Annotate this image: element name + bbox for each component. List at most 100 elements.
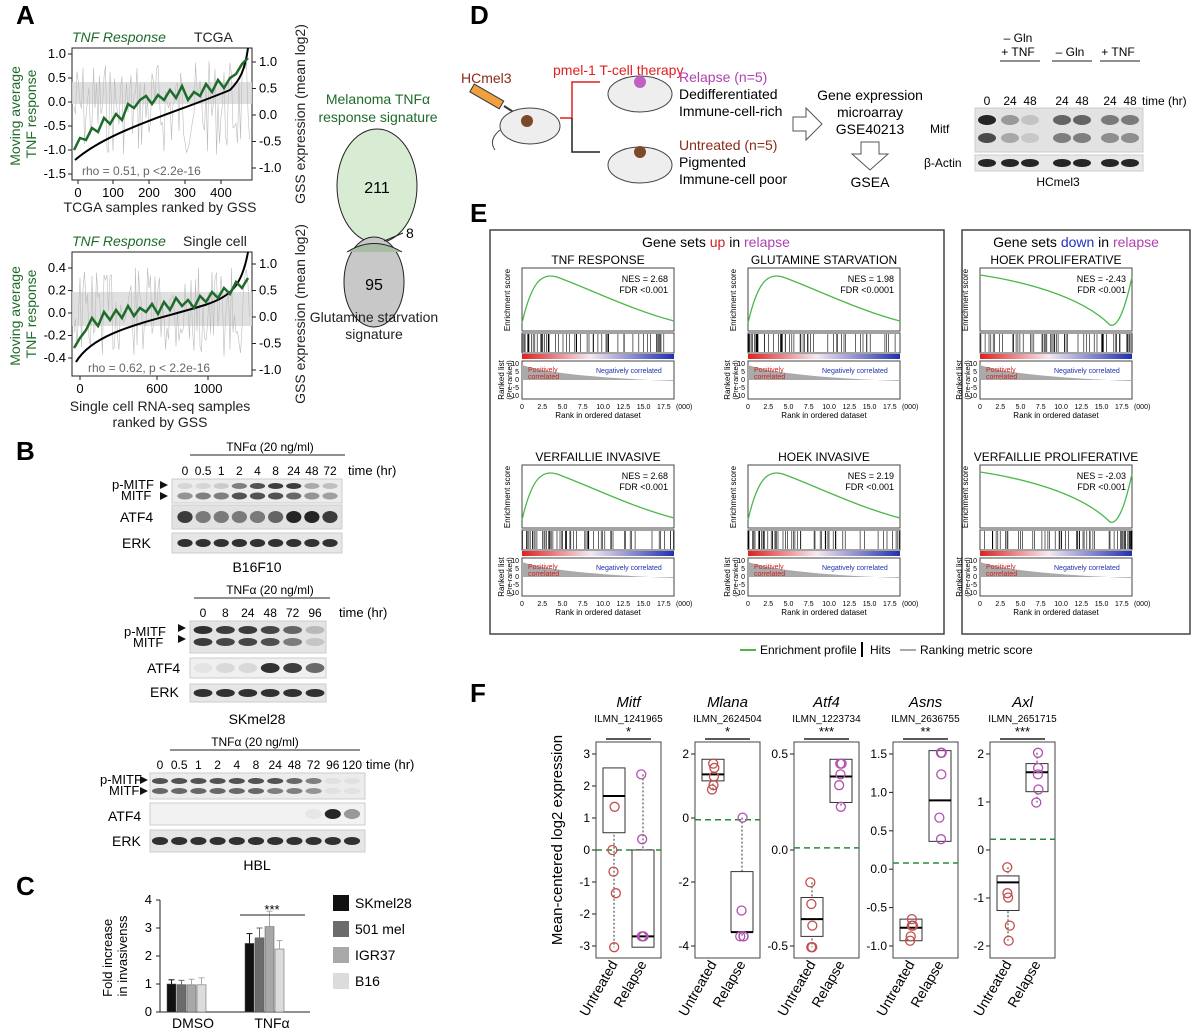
rank-color-bar [522,354,674,359]
blot-band [232,511,247,523]
blot-band [196,511,211,523]
x-tick: 10.0 [822,404,836,411]
x-tick: 12.5 [1075,601,1089,608]
panel-label-f: F [470,678,486,708]
fdr-label: FDR <0.001 [1077,285,1126,295]
boxplot-atf4: Atf4ILMN_1223734***0.50.0-0.5UntreatedRe… [767,694,861,1019]
tick-label: -0.5 [767,939,788,953]
d-gene-expr-1: Gene expression [817,87,923,103]
blot-band [210,837,226,845]
tick-label: 0.5 [259,81,277,96]
b2-treatment: TNFα (20 ng/ml) [226,583,314,597]
d-blot-g1-b: + TNF [1001,45,1034,59]
tick-label: 1 [145,976,152,991]
blot-band [194,689,213,697]
d-blot-g2: – Gln [1056,45,1085,59]
pos-label: Positively [986,564,1016,571]
pos-label-2: correlated [528,374,559,381]
syringe-icon [470,84,515,113]
panel-label-d: D [470,0,489,30]
x-tick: (000) [1134,404,1150,411]
gene-name: Atf4 [812,694,840,711]
significance: * [626,724,631,739]
gsea-title: VERFAILLIE INVASIVE [535,450,660,464]
tick-label: 2 [145,948,152,963]
panel-a-venn: Melanoma TNFα response signature 211 8 9… [310,91,438,342]
gsea-title: HOEK PROLIFERATIVE [990,253,1121,267]
b3-cell: HBL [243,857,270,873]
neg-label: Negatively correlated [596,368,662,375]
e-up-title-c: in [725,234,744,250]
b2-times: 0 8 24 48 72 96 [200,606,322,620]
blot-band [177,539,192,547]
tick-label: -1.0 [866,939,887,953]
blot-band [322,493,337,500]
c-ylabel-2: in invasivenss [115,915,130,996]
tick-label: -1 [973,891,984,905]
rl-label: Ranked list [497,359,506,399]
legend-swatch [333,895,349,911]
significance: * [725,724,730,739]
blot-band [238,663,257,673]
hits-frame [748,333,900,353]
d-blot-g3: + TNF [1101,45,1134,59]
d-blot-cell: HCmel3 [1036,175,1080,189]
x-tick: 5.0 [1016,404,1026,411]
arrow-icon [178,624,186,632]
a-bot-yticks-left: 0.40.20.0-0.2-0.4 [44,260,72,365]
x-tick: 5.0 [784,601,794,608]
e-gsea-plots: TNF RESPONSENES = 2.68FDR <0.001Enrichme… [497,253,1150,617]
blot-band [177,493,192,500]
legend-ranking: Ranking metric score [920,643,1033,657]
a-bot-xlabel-2: ranked by GSS [113,414,208,430]
boxplot-mlana: MlanaILMN_2624504*20-2-4UntreatedRelapse [675,694,762,1019]
blot-band [304,483,319,489]
pos-label-2: correlated [754,374,785,381]
legend-label: SKmel28 [355,895,412,911]
rl-tick: 0 [741,377,745,384]
panel-label-e: E [470,198,487,228]
d-arrow-relapse [560,82,600,118]
tick-label: -1.0 [44,142,66,157]
data-point [638,835,647,844]
blot-band [283,626,302,634]
tick-label: -2 [579,907,590,921]
e-down-title-b: down [1061,234,1094,250]
e-up-title-a: Gene sets [642,234,710,250]
x-tick: 7.5 [804,601,814,608]
x-tick: 7.5 [578,601,588,608]
a-top-title: TCGA [194,29,234,45]
x-label: Rank in ordered dataset [555,608,641,617]
blot-band [190,788,206,794]
x-tick: 15.0 [637,601,651,608]
tick-label: 0 [145,1004,152,1019]
x-tick: 10.0 [822,601,836,608]
rl-label-2: (Pre-ranked) [733,360,740,399]
x-tick: 15.0 [863,404,877,411]
blot-band [283,689,302,697]
data-point [1003,863,1012,872]
blot-band [1001,159,1019,167]
e-down-title-a: Gene sets [993,234,1061,250]
panel-label-b: B [16,436,35,466]
tick-label: 1.0 [259,256,277,271]
a-bot-title: Single cell [183,233,247,249]
x-tick: (000) [1134,601,1150,608]
pos-label: Positively [528,367,558,374]
b1-row-atf4: ATF4 [120,509,153,525]
d-untreated: Untreated (n=5) [679,137,777,153]
blot-band [250,493,265,500]
blot-band [1121,115,1139,125]
blot-band [304,493,319,500]
d-blot-times: 0 24 48 24 48 24 48 [984,94,1137,108]
blot-band [268,483,283,489]
time-label: 4 [254,464,261,478]
b2-cell: SKmel28 [229,711,286,727]
blot-band [177,511,192,523]
blot-band [283,663,302,673]
d-relapse-desc-1: Dedifferentiated [679,86,778,102]
blot-band [196,493,211,500]
blot-band [248,837,264,845]
e-up-title-b: up [710,234,726,250]
venn-bottom-count: 95 [365,277,383,294]
